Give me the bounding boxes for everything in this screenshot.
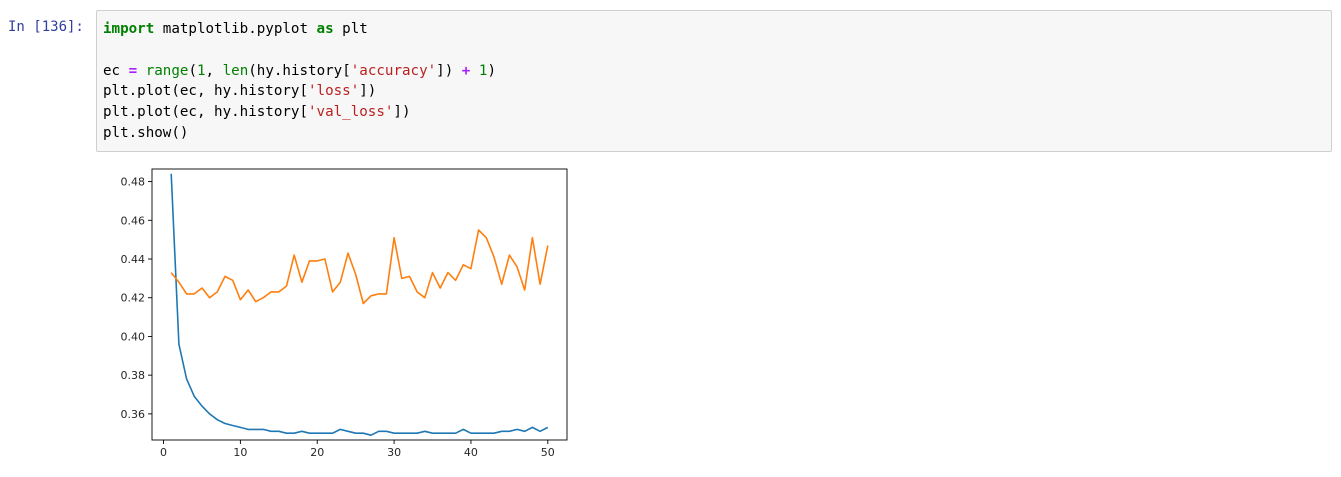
code-token: ec [103,62,129,79]
builtin-range: range [145,62,189,79]
code-token [470,63,479,79]
y-tick-label: 0.40 [121,330,146,343]
plot-area [152,169,567,440]
operator-token: + [461,62,471,79]
number-token: 1 [196,62,206,79]
code-token: ]) [436,62,462,79]
operator-token: = [128,62,138,79]
code-editor[interactable]: import matplotlib.pyplot as plt ec = ran… [103,19,496,144]
keyword-import: import [103,21,155,37]
code-token: (hy.history[ [248,62,351,79]
code-token: ( [188,62,197,79]
y-tick-label: 0.38 [121,369,146,382]
y-tick-label: 0.44 [121,253,146,266]
cell-output: 0 10 20 30 40 50 0.36 0.38 0.40 0.42 0.44 0.46 0.48 [96,158,596,468]
code-token: plt.plot(ec, hy.history[ [103,104,308,121]
line-6: plt.show() [103,125,188,141]
line-1: import matplotlib.pyplot as plt [103,21,368,37]
string-token: 'val_loss' [308,104,394,121]
code-token: plt.show() [103,124,189,141]
y-tick-label: 0.46 [121,214,146,227]
x-tick-label: 50 [541,446,555,459]
builtin-len: len [222,62,249,79]
y-tick-label: 0.48 [121,176,146,189]
x-tick-label: 40 [464,446,478,459]
y-tick-label: 0.36 [121,408,146,421]
alias-name: plt [333,21,368,37]
y-tick-label: 0.42 [121,292,146,305]
code-token: ) [487,62,496,79]
string-token: 'accuracy' [350,62,437,79]
code-token: , [205,62,223,79]
module-name: matplotlib.pyplot [154,21,317,37]
line-4: plt.plot(ec, hy.history['loss']) [103,83,376,99]
string-token: 'loss' [308,83,360,100]
x-tick-label: 20 [310,446,324,459]
code-cell[interactable]: import matplotlib.pyplot as plt ec = ran… [96,10,1332,152]
code-token [137,63,146,79]
code-token: ]) [359,83,377,100]
line-5: plt.plot(ec, hy.history['val_loss']) [103,104,411,120]
line-chart: 0 10 20 30 40 50 0.36 0.38 0.40 0.42 0.44 0.46 0.48 [121,168,568,459]
plot-frame [151,168,568,441]
series-line-2 [170,229,549,305]
x-tick-label: 30 [387,446,401,459]
line-3: ec = range(1, len(hy.history['accuracy']… [103,63,496,79]
series-line-1 [170,173,549,437]
x-tick-label: 10 [233,446,247,459]
input-prompt: In [136]: [8,19,84,35]
code-token: plt.plot(ec, hy.history[ [103,83,308,100]
number-token: 1 [478,62,488,79]
code-token: ]) [393,104,411,121]
x-tick-label: 0 [160,446,167,459]
keyword-as: as [316,21,334,37]
